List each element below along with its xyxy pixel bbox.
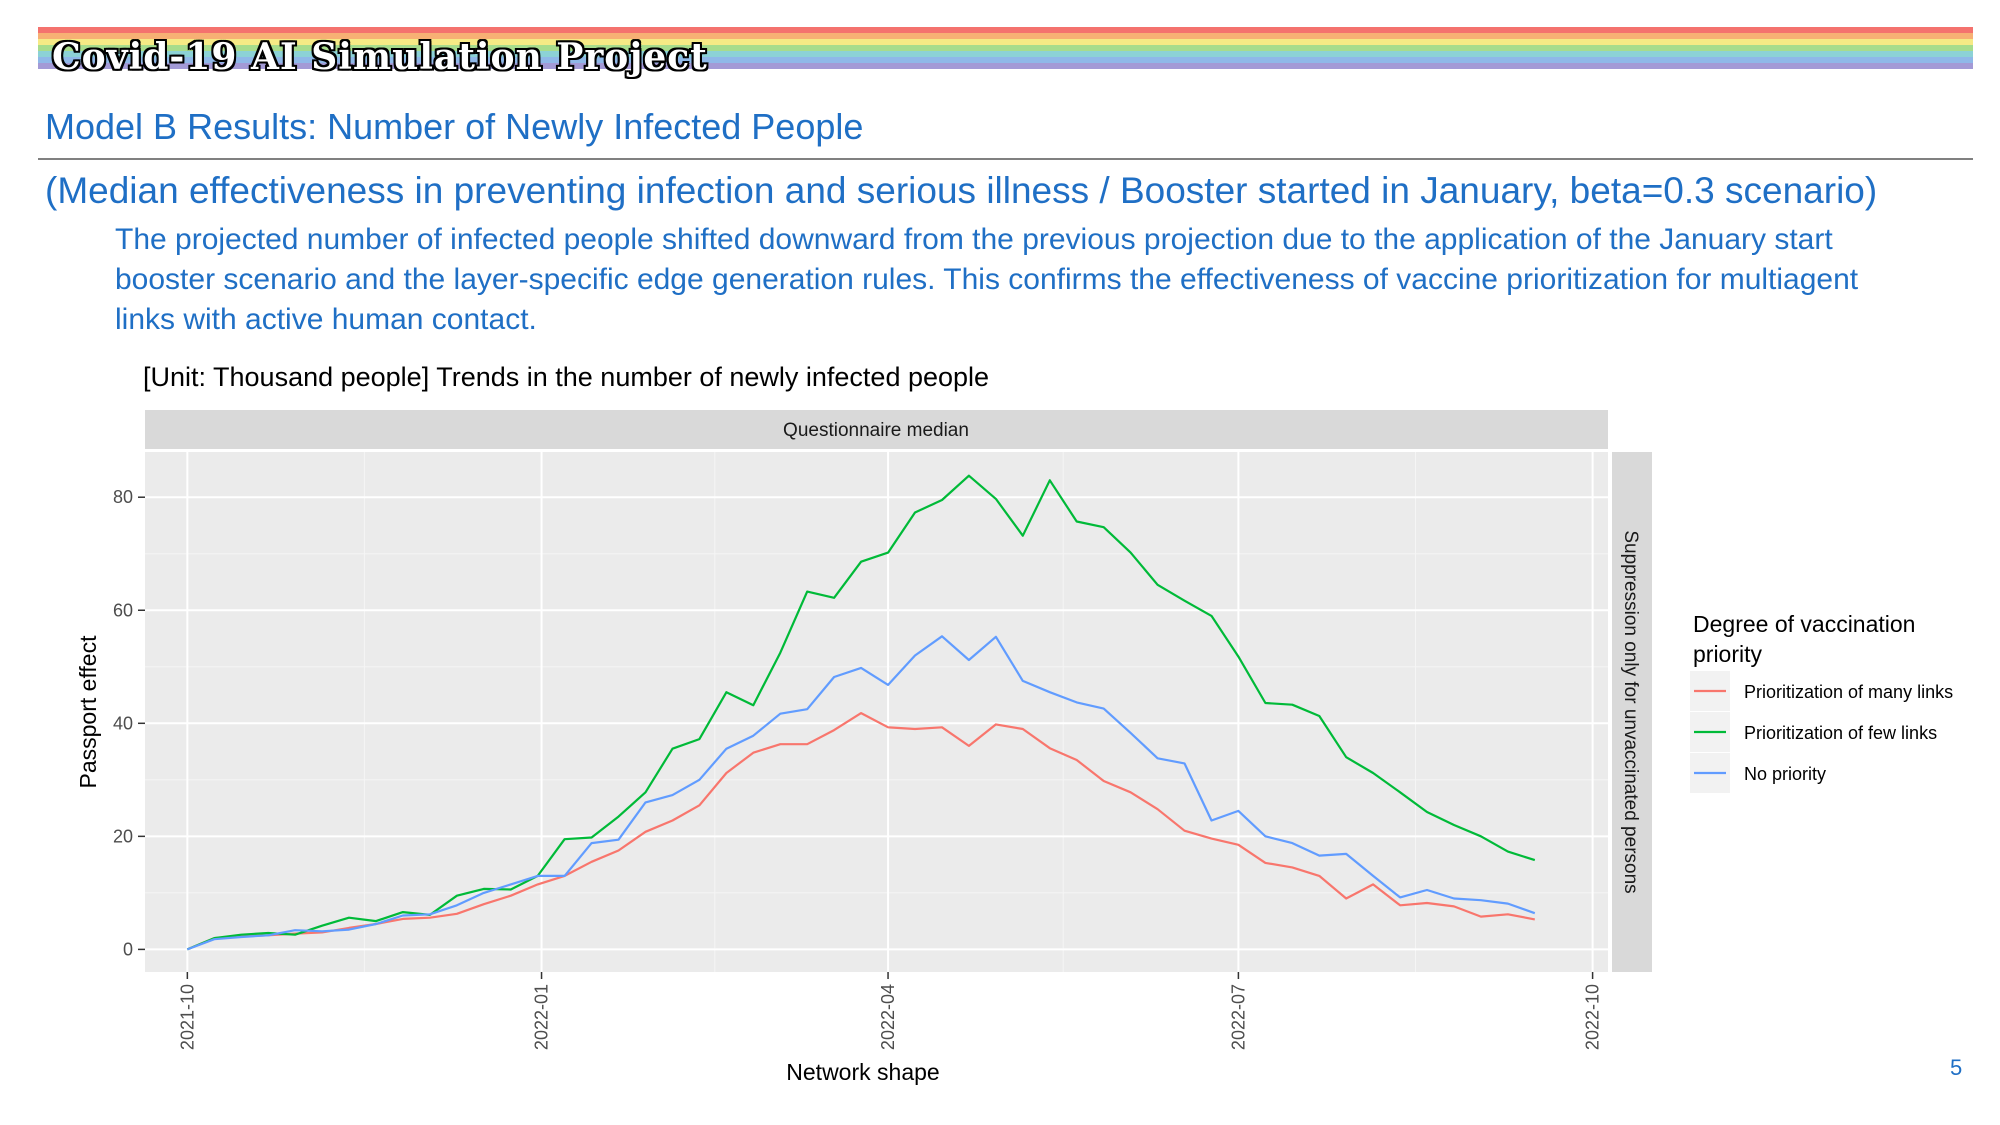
series-line <box>186 635 1536 951</box>
facet-strip-top <box>145 410 1608 449</box>
project-title: Covid-19 AI Simulation Project <box>52 36 708 78</box>
x-tick-label: 2022-10 <box>1583 984 1603 1050</box>
legend-title: Degree of vaccination priority <box>1693 611 1922 667</box>
x-tick-label: 2022-04 <box>878 984 898 1050</box>
rainbow-stripe <box>38 33 1973 39</box>
slide-title: Model B Results: Number of Newly Infecte… <box>45 106 864 147</box>
facet-strip-right-label: Suppression only for unvaccinated person… <box>1620 530 1641 893</box>
title-divider <box>38 158 1973 160</box>
page-number: 5 <box>1950 1055 1963 1080</box>
rainbow-stripe <box>38 63 1973 69</box>
plot-panel <box>145 452 1608 972</box>
series-line <box>186 474 1536 951</box>
rainbow-stripe <box>38 27 1973 33</box>
rainbow-stripe <box>38 45 1973 51</box>
legend: Degree of vaccination priority Prioritiz… <box>1690 611 1953 793</box>
y-tick-label: 20 <box>113 826 133 846</box>
legend-label: No priority <box>1744 764 1826 784</box>
y-tick-label: 80 <box>113 487 133 507</box>
x-tick-label: 2021-10 <box>177 984 197 1050</box>
x-axis-title: Network shape <box>786 1059 939 1085</box>
facet-strip-right <box>1612 452 1652 972</box>
description-text: The projected number of infected people … <box>115 223 1859 336</box>
scenario-subtitle: (Median effectiveness in preventing infe… <box>45 170 1878 211</box>
x-tick-label: 2022-01 <box>532 984 552 1050</box>
y-tick-label: 60 <box>113 600 133 620</box>
x-tick-label: 2022-07 <box>1228 984 1248 1050</box>
y-tick-label: 40 <box>113 713 133 733</box>
rainbow-stripe <box>38 51 1973 57</box>
chart-heading: [Unit: Thousand people] Trends in the nu… <box>143 362 990 392</box>
rainbow-stripe <box>38 57 1973 63</box>
grid-lines <box>145 452 1608 972</box>
rainbow-banner <box>38 27 1973 89</box>
facet-strip-top-label: Questionnaire median <box>783 420 969 441</box>
y-axis-title: Passport effect <box>75 635 101 789</box>
y-tick-label: 0 <box>123 939 133 959</box>
series-lines <box>186 474 1536 951</box>
axes: 0 20 40 60 80 2021-10 2022-01 2022-04 2022-07 202… <box>113 487 1603 1050</box>
rainbow-stripe <box>38 39 1973 45</box>
legend-label: Prioritization of few links <box>1744 723 1937 743</box>
legend-label: Prioritization of many links <box>1744 682 1953 702</box>
series-line <box>186 711 1536 951</box>
